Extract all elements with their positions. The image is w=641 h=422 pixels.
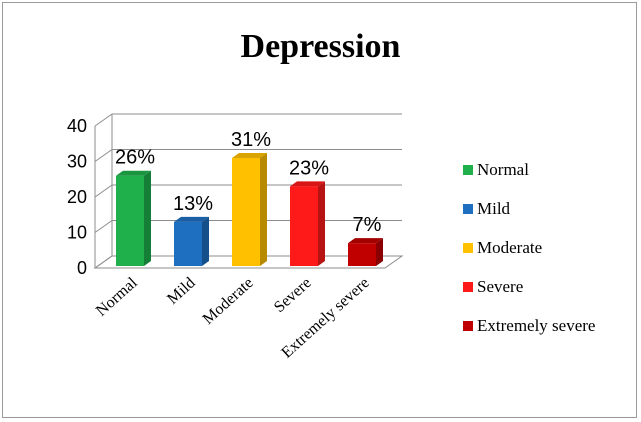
legend-swatch-mild (463, 204, 473, 214)
bar-side (260, 152, 267, 266)
y-tick-label: 30 (67, 152, 87, 172)
bar-side (376, 238, 383, 266)
bar-top (232, 152, 267, 158)
data-label: 7% (353, 214, 382, 236)
legend-swatch-moderate (463, 243, 473, 253)
y-tick-label: 20 (67, 187, 87, 207)
bar-top (174, 216, 209, 222)
gridline-connector (94, 149, 113, 162)
gridline-connector (94, 113, 113, 127)
legend-label-severe: Severe (477, 277, 524, 296)
bar (232, 157, 260, 266)
legend-swatch-severe (463, 282, 473, 292)
bar (174, 221, 202, 266)
legend-label-mild: Mild (477, 199, 511, 218)
data-label: 26% (115, 147, 155, 169)
legend-item-mild: Mild (463, 199, 638, 219)
bar (116, 175, 144, 266)
y-tick-label: 10 (67, 223, 87, 243)
y-tick-label: 0 (77, 258, 87, 278)
legend-label-extremely-severe: Extremely severe (477, 316, 596, 335)
data-label: 13% (173, 193, 213, 215)
legend-label-normal: Normal (477, 160, 529, 179)
legend-swatch-normal (463, 165, 473, 175)
data-label: 23% (289, 157, 329, 179)
x-tick-label: Moderate (200, 274, 257, 328)
legend-swatch-extremely-severe (463, 321, 473, 331)
bar-top (348, 238, 383, 244)
chart-legend: Normal Mild Moderate Severe Extremely se… (463, 160, 638, 355)
gridline-connector (94, 184, 113, 198)
bar-top (290, 181, 325, 187)
x-tick-label: Severe (271, 274, 315, 316)
bar (348, 243, 376, 266)
chart-title: Depression (240, 28, 401, 65)
gridline-connector (94, 220, 113, 233)
bar (290, 186, 318, 266)
bar-side (144, 170, 151, 266)
legend-item-moderate: Moderate (463, 238, 638, 258)
legend-item-severe: Severe (463, 277, 638, 297)
data-label: 31% (231, 129, 271, 151)
legend-label-moderate: Moderate (477, 238, 543, 257)
x-tick-label: Normal (93, 274, 141, 320)
legend-item-normal: Normal (463, 160, 638, 180)
bar-top (116, 170, 151, 176)
bar-side (202, 216, 209, 266)
x-tick-label: Mild (164, 274, 199, 307)
legend-item-extremely-severe: Extremely severe (463, 316, 638, 336)
bar-side (318, 181, 325, 266)
y-tick-label: 40 (67, 116, 87, 136)
chart-floor (93, 255, 404, 269)
